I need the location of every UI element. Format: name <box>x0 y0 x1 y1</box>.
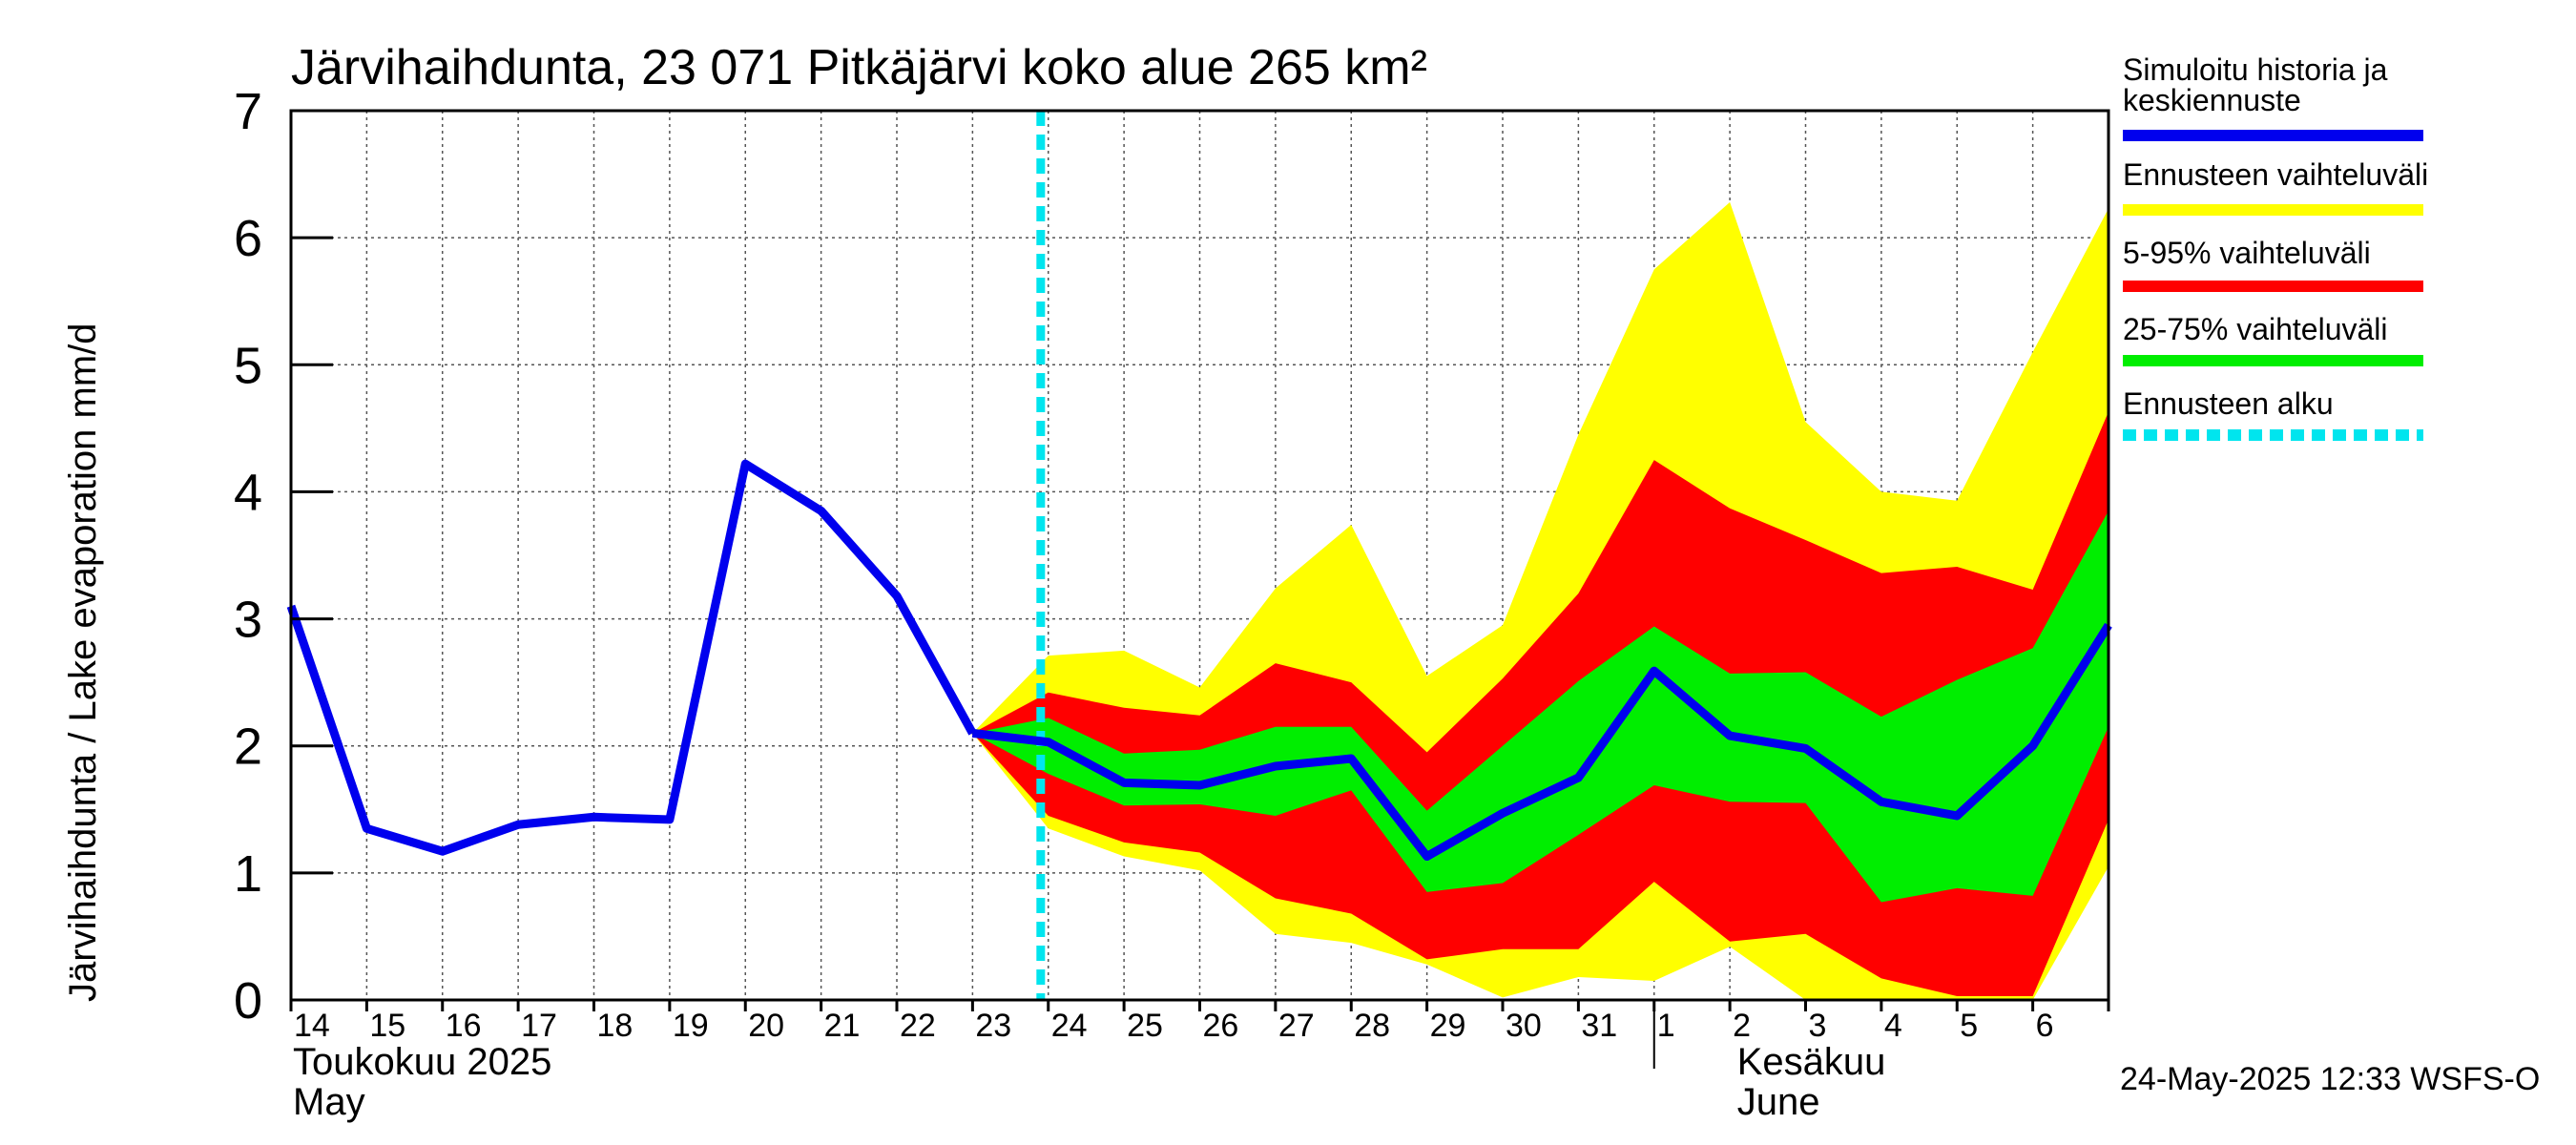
legend-label: Simuloitu historia ja <box>2123 52 2388 87</box>
y-tick-label: 5 <box>234 337 262 394</box>
x-tick-label: 23 <box>975 1008 1011 1044</box>
band-25-75 <box>972 510 2109 903</box>
month-label-en: June <box>1737 1081 1820 1123</box>
x-tick-label: 22 <box>900 1008 936 1044</box>
y-axis-label: Järvihaihdunta / Lake evaporation mm/d <box>62 323 104 1002</box>
x-tick-label: 6 <box>2036 1008 2054 1044</box>
y-tick-label: 2 <box>234 718 262 776</box>
x-axis-ticks: 14 15 16 17 18 19 20 21 22 23 24 25 26 27 28 29 30 31 1 2 3 4… <box>289 1000 2110 1044</box>
grid-lines <box>291 111 2109 1000</box>
legend-label: 5-95% vaihteluväli <box>2123 236 2371 270</box>
x-tick-label: 20 <box>748 1008 784 1044</box>
y-tick-label: 6 <box>234 210 262 267</box>
chart-title: Järvihaihdunta, 23 071 Pitkäjärvi koko a… <box>291 40 1427 95</box>
x-tick-label: 27 <box>1278 1008 1315 1044</box>
x-tick-label: 17 <box>521 1008 557 1044</box>
y-tick-label: 3 <box>234 592 262 649</box>
legend-label: Ennusteen alku <box>2123 386 2334 421</box>
month-label: Toukokuu 2025 <box>293 1041 551 1083</box>
series-lines <box>286 111 2112 1000</box>
legend-label: Ennusteen vaihteluväli <box>2123 157 2428 192</box>
timestamp: 24-May-2025 12:33 WSFS-O <box>2120 1061 2540 1097</box>
x-tick-label: 16 <box>446 1008 482 1044</box>
x-tick-label: 25 <box>1127 1008 1163 1044</box>
x-tick-label: 15 <box>369 1008 405 1044</box>
x-tick-label: 24 <box>1051 1008 1088 1044</box>
x-tick-label: 3 <box>1809 1008 1827 1044</box>
median-forecast-line <box>971 622 2112 862</box>
x-tick-label: 5 <box>1960 1008 1978 1044</box>
x-tick-label: 2 <box>1733 1008 1751 1044</box>
legend-label: keskiennuste <box>2123 83 2301 117</box>
x-tick-label: 28 <box>1354 1008 1390 1044</box>
month-label-en: May <box>293 1081 365 1123</box>
y-tick-label: 0 <box>234 972 262 1030</box>
x-tick-label: 18 <box>597 1008 634 1044</box>
y-tick-label: 7 <box>234 83 262 140</box>
x-tick-label: 4 <box>1884 1008 1902 1044</box>
x-tick-label: 14 <box>294 1008 330 1044</box>
x-tick-label: 29 <box>1430 1008 1466 1044</box>
x-tick-label: 1 <box>1657 1008 1675 1044</box>
y-tick-label: 1 <box>234 845 262 903</box>
legend-label: 25-75% vaihteluväli <box>2123 312 2388 346</box>
forecast-bands <box>972 201 2109 1000</box>
history-line <box>286 459 977 856</box>
x-tick-label: 30 <box>1506 1008 1542 1044</box>
x-tick-label: 31 <box>1581 1008 1617 1044</box>
x-tick-label: 19 <box>673 1008 709 1044</box>
x-tick-label: 21 <box>824 1008 861 1044</box>
x-tick-label: 26 <box>1203 1008 1239 1044</box>
y-axis-ticks: 0 1 2 3 4 5 6 7 <box>234 83 333 1030</box>
y-tick-label: 4 <box>234 464 262 521</box>
band-5-95 <box>972 411 2109 997</box>
month-label: Kesäkuu <box>1737 1041 1886 1083</box>
